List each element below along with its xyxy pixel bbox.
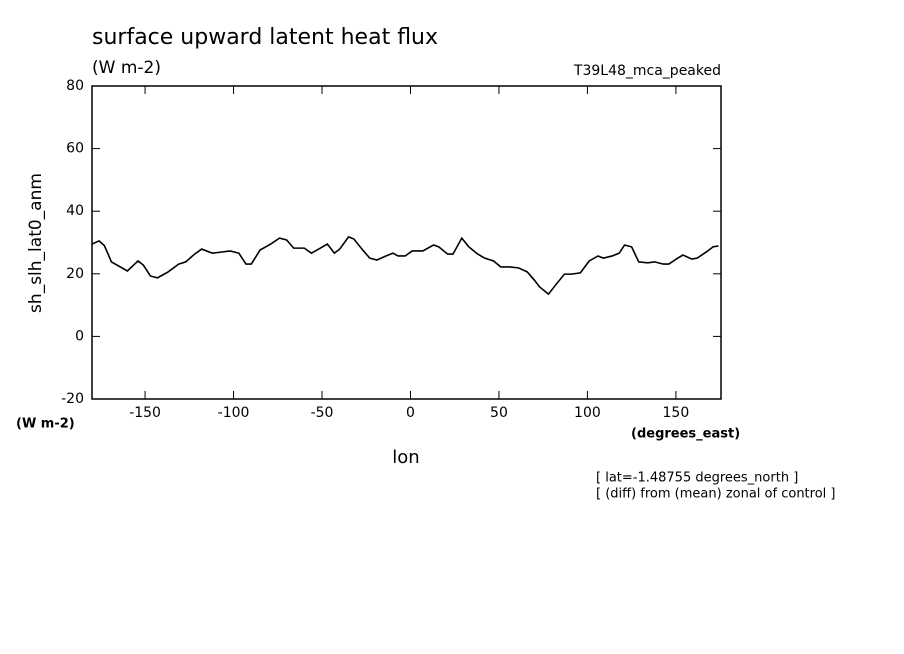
x-axis-label: lon	[392, 447, 419, 468]
y-tick-label: 60	[66, 141, 84, 157]
y-tick-label: 20	[66, 266, 84, 282]
x-tick-label: -150	[129, 405, 161, 421]
y-tick-label: -20	[61, 391, 84, 407]
dataset-label: T39L48_mca_peaked	[573, 63, 721, 79]
x-tick-label: 50	[490, 405, 508, 421]
x-tick-label: -50	[311, 405, 334, 421]
chart-subtitle: (W m-2)	[92, 58, 161, 78]
y-tick-label: 80	[66, 78, 84, 94]
x-tick-label: -100	[218, 405, 250, 421]
y-tick-label: 40	[66, 203, 84, 219]
chart-title: surface upward latent heat flux	[92, 25, 438, 50]
x-units: (degrees_east)	[631, 427, 740, 442]
y-units: (W m-2)	[16, 417, 75, 432]
data-line	[91, 235, 719, 296]
x-tick-label: 150	[663, 405, 690, 421]
y-axis-label: sh_slh_lat0_anm	[26, 173, 46, 313]
x-tick-label: 0	[406, 405, 415, 421]
note: [ (diff) from (mean) zonal of control ]	[596, 487, 835, 502]
plot-frame	[91, 85, 722, 400]
note: [ lat=-1.48755 degrees_north ]	[596, 471, 798, 486]
y-tick-label: 0	[75, 328, 84, 344]
x-tick-label: 100	[574, 405, 601, 421]
